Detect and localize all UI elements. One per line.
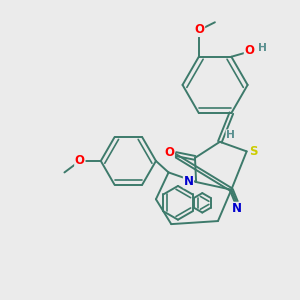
- Text: N: N: [184, 175, 194, 188]
- Text: S: S: [249, 145, 258, 158]
- Text: H: H: [226, 130, 235, 140]
- Text: O: O: [244, 44, 254, 58]
- Text: O: O: [195, 23, 205, 36]
- Text: H: H: [258, 43, 267, 53]
- Text: O: O: [75, 154, 85, 167]
- Text: O: O: [164, 146, 174, 159]
- Text: N: N: [232, 202, 242, 215]
